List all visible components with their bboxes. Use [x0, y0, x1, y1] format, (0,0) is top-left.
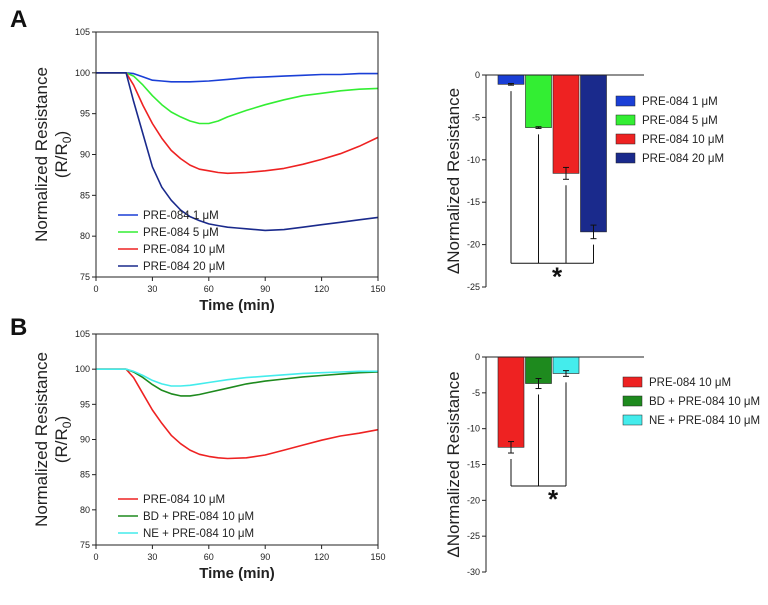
legend-label: PRE-084 10 μM [649, 377, 731, 389]
x-tick-label: 90 [260, 552, 270, 562]
legend-label: PRE-084 5 μM [642, 115, 718, 127]
x-tick-label: 90 [260, 284, 270, 294]
series-line [96, 72, 378, 83]
y-axis-title: ΔNormalized Resistance [444, 371, 463, 557]
legend-label: PRE-084 20 μM [143, 261, 225, 273]
series-line [96, 72, 379, 232]
bar [497, 74, 525, 85]
legend-label: PRE-084 1 μM [143, 210, 219, 222]
y-axis-title: Normalized Resistance [32, 67, 51, 242]
plot-frame [95, 333, 379, 546]
x-tick-label: 150 [370, 552, 385, 562]
y-tick-label: 95 [80, 399, 90, 409]
y-axis-title: Normalized Resistance [32, 352, 51, 527]
x-tick-label: 150 [370, 284, 385, 294]
legend-swatch [622, 376, 643, 388]
bar [497, 356, 525, 448]
y-tick-label: -20 [467, 240, 480, 250]
legend-label: BD + PRE-084 10 μM [649, 396, 760, 408]
legend-label: PRE-084 10 μM [143, 494, 225, 506]
y-tick-label: 75 [80, 540, 90, 550]
legend-label: PRE-084 10 μM [642, 134, 724, 146]
x-axis-title: Time (min) [199, 297, 275, 314]
panel-label-b: B [10, 314, 27, 341]
legend-swatch [622, 414, 643, 426]
series-line [96, 368, 378, 387]
y-tick-label: 85 [80, 470, 90, 480]
y-tick-label: 90 [80, 435, 90, 445]
x-tick-label: 60 [204, 284, 214, 294]
y-tick-label: 100 [75, 68, 90, 78]
y-axis-title-ratio: (R/R0) [52, 131, 74, 178]
legend-swatch [615, 114, 636, 126]
y-tick-label: 100 [75, 364, 90, 374]
y-tick-label: 105 [75, 329, 90, 339]
plot-frame [95, 31, 379, 278]
legend-swatch [622, 395, 643, 407]
significance-star: * [548, 484, 559, 514]
chart-a-line: 75 80 85 90 95 100 105 0 30 60 90 120 150 Time (min) N… [32, 27, 386, 314]
bar [580, 74, 607, 233]
legend-label: PRE-084 20 μM [642, 153, 724, 165]
series-line [96, 72, 379, 125]
y-tick-label: 0 [475, 352, 480, 362]
x-tick-label: 30 [147, 284, 157, 294]
y-tick-label: 80 [80, 231, 90, 241]
y-tick-label: -5 [472, 388, 480, 398]
legend-label: NE + PRE-084 10 μM [649, 415, 760, 427]
y-tick-label: -10 [467, 424, 480, 434]
x-tick-label: 120 [314, 552, 329, 562]
legend-label: NE + PRE-084 10 μM [143, 528, 254, 540]
y-tick-label: -25 [467, 282, 480, 292]
y-tick-label: 90 [80, 150, 90, 160]
y-tick-label: 0 [475, 70, 480, 80]
y-tick-label: -10 [467, 155, 480, 165]
y-tick-label: 85 [80, 190, 90, 200]
legend-label: PRE-084 1 μM [642, 96, 718, 108]
y-tick-label: -20 [467, 495, 480, 505]
y-tick-label: 75 [80, 272, 90, 282]
series-line [96, 368, 379, 460]
y-tick-label: -15 [467, 197, 480, 207]
y-axis-title: ΔNormalized Resistance [444, 88, 463, 274]
significance-star: * [552, 261, 563, 291]
y-tick-label: 105 [75, 27, 90, 37]
panel-label-a: A [10, 6, 27, 33]
x-tick-label: 0 [93, 284, 98, 294]
legend-swatch [615, 95, 636, 107]
legend-swatch [615, 152, 636, 164]
chart-b-line: 75 80 85 90 95 100 105 0 30 60 90 120 150 Time (min) N… [32, 329, 386, 582]
legend-label: BD + PRE-084 10 μM [143, 511, 254, 523]
series-line [96, 72, 379, 175]
x-axis-title: Time (min) [199, 565, 275, 582]
bar [525, 74, 552, 128]
x-tick-label: 0 [93, 552, 98, 562]
y-tick-label: -30 [467, 567, 480, 577]
y-tick-label: -25 [467, 531, 480, 541]
legend-swatch [615, 133, 636, 145]
legend-label: PRE-084 5 μM [143, 227, 219, 239]
x-tick-label: 60 [204, 552, 214, 562]
y-tick-label: -15 [467, 460, 480, 470]
bar [552, 74, 580, 174]
y-tick-label: 95 [80, 109, 90, 119]
series-line [96, 368, 379, 397]
y-axis-title-ratio: (R/R0) [52, 416, 74, 463]
x-tick-label: 30 [147, 552, 157, 562]
x-tick-label: 120 [314, 284, 329, 294]
y-tick-label: 80 [80, 505, 90, 515]
legend-label: PRE-084 10 μM [143, 244, 225, 256]
y-tick-label: -5 [472, 112, 480, 122]
chart-b-bar: 0 -5 -10 -15 -20 -25 -30 * ΔNormalized Resistanc… [444, 352, 760, 577]
chart-a-bar: 0 -5 -10 -15 -20 -25 * ΔNormalized Resistance PR… [444, 70, 724, 292]
